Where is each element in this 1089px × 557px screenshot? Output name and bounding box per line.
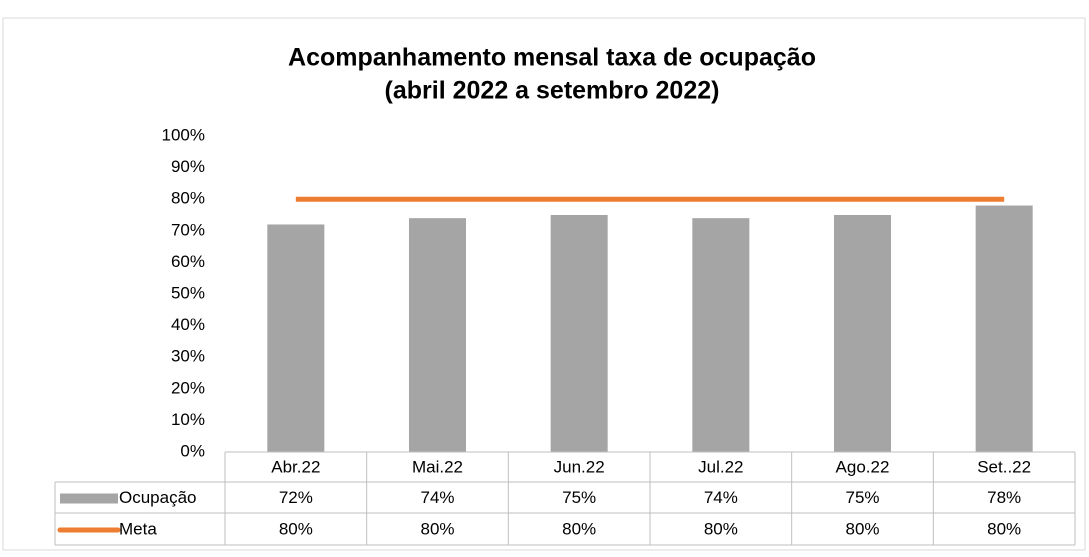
data-label: 80%	[987, 519, 1021, 538]
data-label: 80%	[704, 519, 738, 538]
bar	[550, 215, 608, 452]
data-label: 75%	[845, 488, 879, 507]
data-label: 72%	[279, 488, 313, 507]
x-tick-label: Jul.22	[698, 457, 743, 476]
data-label: 74%	[704, 488, 738, 507]
data-label: 80%	[845, 519, 879, 538]
chart-frame	[2, 17, 1086, 551]
y-tick-label: 0%	[180, 441, 205, 460]
y-tick-label: 10%	[171, 410, 205, 429]
y-tick-label: 70%	[171, 220, 205, 239]
x-tick-label: Mai.22	[412, 457, 463, 476]
legend-key	[60, 493, 118, 504]
x-tick-label: Ago.22	[836, 457, 890, 476]
y-tick-label: 20%	[171, 378, 205, 397]
bar	[267, 224, 325, 452]
data-label: 80%	[279, 519, 313, 538]
x-tick-label: Abr.22	[271, 457, 320, 476]
y-tick-label: 40%	[171, 315, 205, 334]
bar	[834, 215, 891, 452]
data-label: 75%	[562, 488, 596, 507]
bar	[975, 205, 1033, 452]
y-tick-label: 30%	[171, 347, 205, 366]
y-tick-label: 60%	[171, 252, 205, 271]
x-tick-label: Set..22	[977, 457, 1031, 476]
legend-label: Meta	[119, 519, 157, 538]
data-label: 78%	[987, 488, 1021, 507]
y-tick-label: 100%	[162, 125, 205, 144]
y-tick-label: 80%	[171, 189, 205, 208]
data-label: 80%	[420, 519, 454, 538]
legend-label: Ocupação	[119, 488, 197, 507]
bar	[692, 218, 750, 452]
chart-subtitle: (abril 2022 a setembro 2022)	[385, 77, 720, 105]
data-label: 80%	[562, 519, 596, 538]
y-tick-label: 90%	[171, 157, 205, 176]
data-label: 74%	[420, 488, 454, 507]
bar	[409, 218, 466, 452]
chart-title: Acompanhamento mensal taxa de ocupação	[288, 44, 816, 72]
x-tick-label: Jun.22	[554, 457, 605, 476]
y-tick-label: 50%	[171, 283, 205, 302]
